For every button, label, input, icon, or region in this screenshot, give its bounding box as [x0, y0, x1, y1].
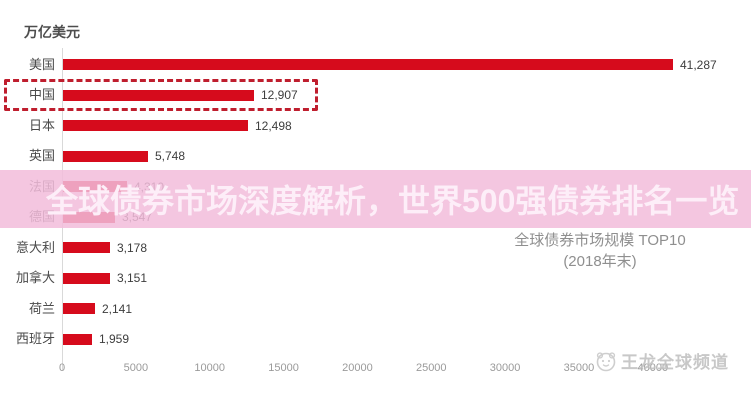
- category-label: 西班牙: [15, 331, 55, 346]
- china-highlight-box: [4, 79, 318, 111]
- chart-bar: [63, 303, 95, 314]
- chart-caption-line1: 全球债券市场规模 TOP10: [514, 232, 686, 249]
- value-label: 5,748: [155, 149, 186, 163]
- watermark-text: 王龙全球频道: [621, 353, 729, 372]
- category-label: 加拿大: [15, 270, 55, 285]
- watermark: 王龙全球频道: [594, 348, 729, 373]
- value-label: 41,287: [680, 57, 717, 72]
- chart-bar: [63, 272, 110, 284]
- x-tick-label: 5000: [123, 362, 149, 374]
- category-label: 意大利: [15, 239, 55, 255]
- chart-bar: [63, 150, 148, 162]
- x-tick-label: 15000: [268, 362, 299, 374]
- value-label: 12,907: [261, 88, 298, 102]
- category-label: 英国: [28, 148, 55, 163]
- x-tick-label: 0: [58, 362, 66, 374]
- value-label: 3,151: [117, 271, 148, 285]
- x-tick-label: 10000: [194, 362, 225, 374]
- x-tick-label: 35000: [563, 362, 595, 374]
- x-tick-label: 20000: [342, 362, 373, 374]
- x-tick-label: 40000: [637, 362, 669, 374]
- value-label: 1,959: [99, 332, 130, 346]
- headline-band: 全球债券市场深度解析，世界500强债券排名一览: [0, 170, 751, 228]
- mascot-face-icon: [596, 351, 616, 371]
- unit-label: 万亿美元: [24, 24, 80, 40]
- chart-bar: [63, 59, 673, 70]
- value-label: 3,178: [117, 240, 148, 255]
- chart-caption: 全球债券市场规模 TOP10 (2018年末): [488, 230, 712, 272]
- chart-bar: [63, 333, 92, 345]
- category-label: 美国: [28, 56, 55, 72]
- category-label: 日本: [28, 117, 55, 133]
- value-label: 12,498: [255, 118, 292, 133]
- value-label: 2,141: [102, 301, 133, 316]
- x-tick-label: 30000: [489, 362, 521, 374]
- chart-caption-line2: (2018年末): [563, 253, 637, 270]
- category-label: 中国: [28, 87, 55, 102]
- headline-title: 全球债券市场深度解析，世界500强债券排名一览: [46, 183, 740, 219]
- x-tick-label: 25000: [415, 362, 447, 374]
- category-label: 荷兰: [28, 300, 55, 316]
- chart-bar: [63, 242, 110, 253]
- chart-bar: [63, 89, 254, 101]
- chart-bar: [63, 120, 248, 131]
